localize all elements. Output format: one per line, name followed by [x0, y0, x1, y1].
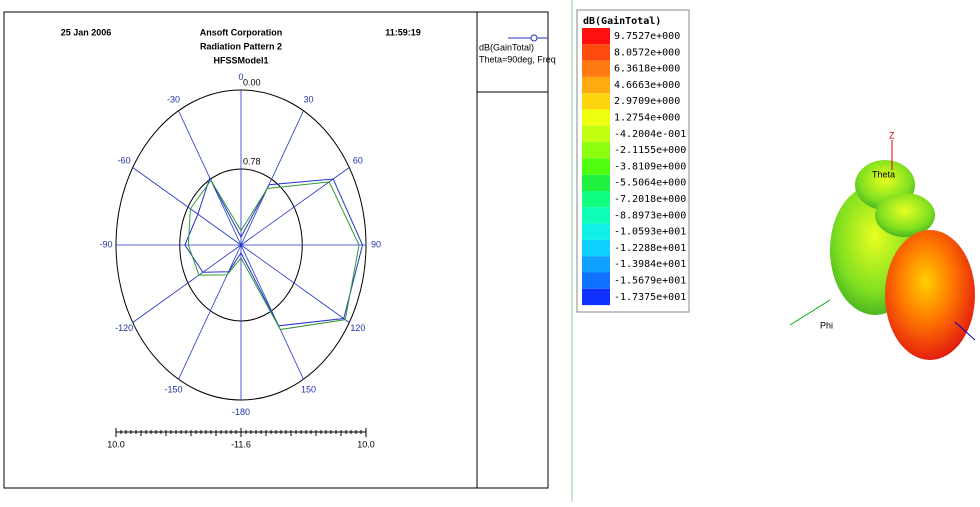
r-tick-label: -11.6 — [231, 439, 251, 449]
radiation-3d — [789, 140, 976, 360]
spoke — [240, 244, 350, 323]
colorbar-label: 8.0572e+000 — [614, 47, 680, 58]
spoke — [132, 244, 242, 323]
chart-title: Radiation Pattern 2 — [200, 41, 282, 51]
theta-tick-label: 150 — [301, 384, 316, 394]
colorbar-label: -2.1155e+000 — [614, 145, 686, 156]
z-axis-label: Z — [889, 130, 895, 140]
series-line — [184, 176, 364, 327]
colorbar-label: -1.7375e+001 — [614, 292, 686, 303]
theta-label: Theta — [872, 169, 895, 179]
colorbar-swatch — [582, 142, 610, 159]
colorbar-swatch — [582, 158, 610, 175]
theta-tick-label: -60 — [118, 156, 131, 166]
spoke — [132, 167, 242, 246]
theta-tick-label: -30 — [167, 94, 180, 104]
theta-tick-label: 60 — [353, 156, 363, 166]
colorbar-label: -1.3984e+001 — [614, 259, 686, 270]
colorbar-swatch — [582, 191, 610, 208]
theta-tick-label: 30 — [303, 94, 313, 104]
colorbar-swatch — [582, 28, 610, 45]
spoke — [240, 167, 350, 246]
colorbar-swatch — [582, 109, 610, 126]
spoke — [240, 110, 304, 246]
colorbar-swatch — [582, 207, 610, 224]
colorbar-swatch — [582, 272, 610, 289]
colorbar-label: -1.0593e+001 — [614, 227, 686, 238]
colorbar-label: -4.2004e-001 — [614, 129, 686, 140]
theta-tick-label: 0 — [238, 72, 243, 82]
phi-label: Phi — [820, 320, 833, 330]
colorbar-label: -8.8973e+000 — [614, 210, 686, 221]
theta-tick-label: 120 — [350, 323, 365, 333]
colorbar-swatch — [582, 125, 610, 143]
ring-label: 0.78 — [243, 156, 261, 166]
series-line — [187, 179, 360, 331]
time: 11:59:19 — [385, 27, 421, 37]
colorbar-label: 6.3618e+000 — [614, 64, 680, 75]
colorbar-label: 9.7527e+000 — [614, 31, 680, 42]
theta-tick-label: -150 — [164, 384, 182, 394]
colorbar-label: -3.8109e+000 — [614, 161, 686, 172]
colorbar-swatch — [582, 174, 610, 191]
ring-label: 0.00 — [243, 77, 261, 87]
colorbar-label: 2.9709e+000 — [614, 96, 680, 107]
theta-tick-label: -180 — [232, 407, 250, 417]
colorbar-swatch — [582, 256, 610, 273]
r-tick-label: 10.0 — [357, 439, 375, 449]
colorbar-label: -7.2018e+000 — [614, 194, 686, 205]
colorbar-label: 1.2754e+000 — [614, 113, 680, 124]
plot-frame — [3, 11, 549, 489]
colorbar-swatch — [582, 76, 610, 94]
r-tick-label: 10.0 — [107, 439, 125, 449]
chart-subtitle: HFSSModel1 — [213, 55, 268, 65]
colorbar-label: -1.5679e+001 — [614, 276, 686, 287]
colorbar-swatch — [582, 44, 610, 61]
colorbar-label: -1.2288e+001 — [614, 243, 686, 254]
colorbar-title: dB(GainTotal) — [583, 15, 661, 27]
colorbar-swatch — [582, 60, 610, 77]
spoke — [240, 244, 304, 380]
colorbar-swatch — [582, 288, 610, 306]
colorbar-swatch — [582, 239, 610, 257]
colorbar-swatch — [582, 223, 610, 240]
legend-marker — [530, 34, 538, 42]
date: 25 Jan 2006 — [61, 27, 112, 37]
colorbar-label: -5.5064e+000 — [614, 178, 686, 189]
theta-tick-label: -90 — [99, 239, 112, 249]
spoke — [178, 244, 242, 380]
theta-tick-label: 90 — [371, 239, 381, 249]
legend-label: Theta=90deg, Freq — [479, 54, 556, 64]
colorbar-label: 4.6663e+000 — [614, 80, 680, 91]
colorbar-swatch — [582, 93, 610, 110]
legend-label: dB(GainTotal) — [479, 42, 534, 52]
theta-tick-label: -120 — [115, 323, 133, 333]
company: Ansoft Corporation — [200, 27, 283, 37]
